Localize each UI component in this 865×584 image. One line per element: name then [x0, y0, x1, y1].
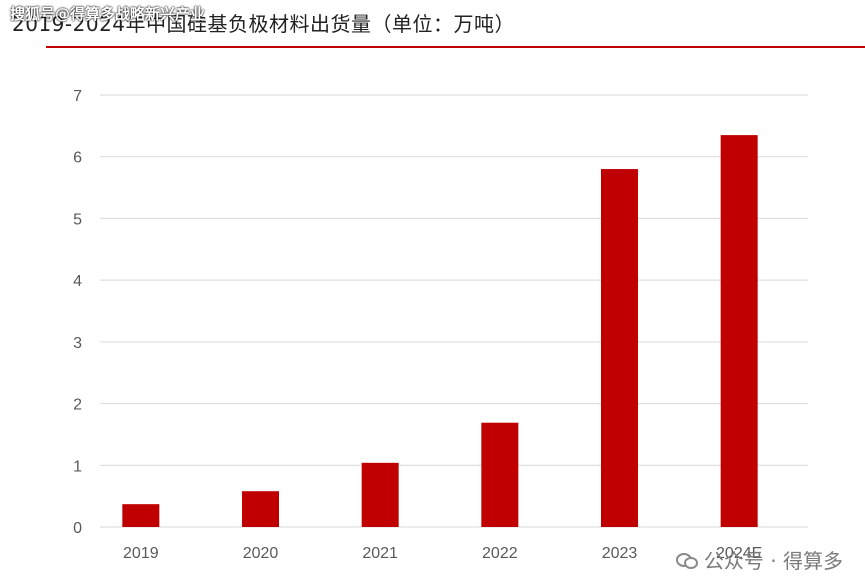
x-tick-label: 2020	[243, 545, 279, 562]
y-tick-label: 5	[73, 211, 82, 228]
title-underline	[46, 46, 865, 48]
x-tick-label: 2021	[362, 545, 398, 562]
y-tick-label: 4	[73, 273, 82, 290]
x-axis-ticks: 2019 2020 2021 2022 2023 2024E	[123, 545, 762, 562]
y-tick-label: 3	[73, 335, 82, 352]
bar-2019	[122, 504, 160, 527]
chart-title: 2019-2024年中国硅基负极材料出货量（单位：万吨）	[0, 10, 865, 38]
x-tick-label: 2019	[123, 545, 159, 562]
bar-2022	[481, 422, 519, 527]
y-tick-label: 2	[73, 397, 82, 414]
y-tick-label: 0	[73, 520, 82, 537]
x-tick-label: 2022	[482, 545, 518, 562]
bottom-watermark: 公众号 · 得算多	[675, 545, 843, 574]
bars	[122, 135, 758, 528]
y-axis-ticks: 0 1 2 3 4 5 6 7	[73, 88, 82, 537]
x-tick-label: 2024E	[716, 545, 762, 562]
y-tick-label: 7	[73, 88, 82, 105]
wechat-icon	[675, 552, 698, 569]
gridlines	[100, 94, 808, 528]
x-tick-label: 2023	[602, 545, 638, 562]
y-tick-label: 6	[73, 150, 82, 167]
y-tick-label: 1	[73, 458, 82, 475]
top-watermark: 搜狐号@得算多战略新兴产业	[10, 5, 206, 23]
chart-title-text: 2019-2024年中国硅基负极材料出货量（单位：万吨）	[12, 12, 516, 36]
bar-2021	[361, 462, 399, 527]
bar-2024E	[720, 135, 758, 527]
bar-2020	[242, 491, 279, 527]
bar-2023	[601, 169, 638, 528]
bottom-watermark-text: 公众号 · 得算多	[703, 549, 843, 573]
